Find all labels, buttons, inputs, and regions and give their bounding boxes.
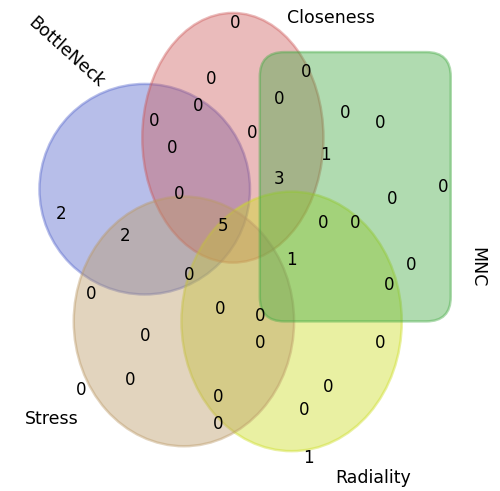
Text: 1: 1 — [286, 251, 297, 269]
Text: 0: 0 — [323, 379, 334, 397]
Ellipse shape — [40, 84, 250, 295]
Text: 0: 0 — [254, 307, 265, 326]
Text: 2: 2 — [56, 205, 67, 223]
Text: 0: 0 — [340, 104, 350, 122]
Text: 0: 0 — [76, 381, 86, 399]
Text: 0: 0 — [274, 90, 284, 108]
Text: 0: 0 — [194, 97, 204, 115]
Text: 0: 0 — [374, 114, 385, 132]
Text: 0: 0 — [438, 178, 448, 196]
Text: 0: 0 — [374, 334, 385, 353]
Text: 0: 0 — [230, 14, 240, 32]
Text: 0: 0 — [150, 111, 160, 130]
Text: 0: 0 — [318, 215, 328, 232]
Text: MNC: MNC — [468, 247, 486, 288]
Text: 1: 1 — [304, 449, 314, 467]
Ellipse shape — [182, 191, 402, 451]
Text: 0: 0 — [254, 334, 265, 353]
Text: 0: 0 — [86, 285, 96, 303]
Text: 0: 0 — [301, 63, 312, 81]
Text: Closeness: Closeness — [286, 9, 374, 27]
Text: 3: 3 — [274, 170, 284, 189]
Text: Radiality: Radiality — [336, 469, 411, 487]
Text: 5: 5 — [218, 217, 228, 235]
Text: 2: 2 — [120, 227, 130, 245]
Text: 0: 0 — [406, 256, 417, 274]
Text: 0: 0 — [184, 266, 194, 284]
Text: 0: 0 — [298, 401, 309, 418]
Text: 0: 0 — [125, 371, 136, 389]
Text: 0: 0 — [206, 70, 216, 88]
Ellipse shape — [142, 13, 324, 263]
Text: BottleNeck: BottleNeck — [25, 13, 108, 91]
Text: 0: 0 — [386, 190, 397, 208]
Ellipse shape — [74, 196, 294, 446]
Text: Stress: Stress — [25, 410, 78, 428]
Text: 0: 0 — [174, 185, 184, 203]
Text: 0: 0 — [247, 124, 258, 142]
Text: 0: 0 — [384, 275, 395, 294]
Text: 0: 0 — [213, 415, 224, 433]
Text: 0: 0 — [350, 215, 360, 232]
Text: 0: 0 — [166, 138, 177, 157]
Text: 0: 0 — [140, 327, 150, 345]
Text: 0: 0 — [213, 388, 224, 406]
Text: 0: 0 — [216, 300, 226, 318]
FancyBboxPatch shape — [260, 52, 450, 322]
Text: 1: 1 — [320, 146, 331, 164]
